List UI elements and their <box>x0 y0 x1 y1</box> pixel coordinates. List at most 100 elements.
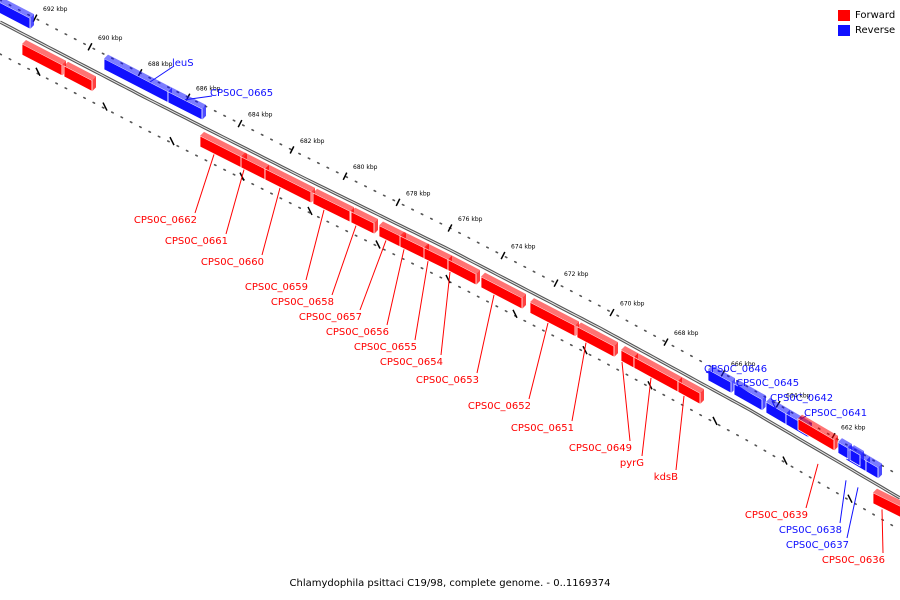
gene-box-top <box>734 379 766 400</box>
tick-label: 674 kbp <box>511 244 536 251</box>
legend-reverse: Reverse <box>838 23 895 38</box>
gene-label: CPS0C_0654 <box>380 357 443 368</box>
gene-label: CPS0C_0665 <box>210 88 273 99</box>
inner-tick-mark <box>102 102 108 111</box>
gene-box-top <box>168 87 206 109</box>
gene-label-leader <box>839 480 847 524</box>
gene-label: CPS0C_0661 <box>165 236 228 247</box>
legend-reverse-label: Reverse <box>855 25 896 36</box>
gene-label-leader <box>476 294 495 374</box>
gene-label: CPS0C_0656 <box>326 327 389 338</box>
gene-label-leader <box>261 187 281 256</box>
gene-label-leader <box>528 322 549 400</box>
gene-box-top <box>22 39 66 65</box>
tick-mark <box>237 119 243 128</box>
gene-box <box>865 459 879 480</box>
gene-box-top <box>104 54 172 92</box>
gene-label: CPS0C_0649 <box>569 443 632 454</box>
gene-label: CPS0C_0641 <box>804 408 867 419</box>
gene-label-leader <box>386 249 405 326</box>
gene-label: CPS0C_0637 <box>786 540 849 551</box>
gene-label: CPS0C_0652 <box>468 401 531 412</box>
gene-label-leader <box>305 209 325 281</box>
gene-box-top <box>621 345 638 358</box>
inner-tick-mark <box>375 240 381 249</box>
gene-box-top <box>866 456 882 468</box>
inner-tick-mark <box>712 416 718 426</box>
inner-tick-mark <box>35 67 41 77</box>
tick-label: 666 kbp <box>731 361 756 368</box>
gene-label-leader <box>846 487 859 539</box>
gene-label-leader <box>414 261 429 341</box>
tick-label: 680 kbp <box>353 164 378 171</box>
gene-label: CPS0C_0660 <box>201 257 264 268</box>
gene-box-top <box>379 221 406 237</box>
gene-label: CPS0C_0645 <box>736 378 799 389</box>
tick-label: 686 kbp <box>196 85 221 92</box>
gene-label: CPS0C_0639 <box>745 510 808 521</box>
gene-label: CPS0C_0636 <box>822 555 885 566</box>
gene-box-top <box>577 322 618 347</box>
tick-label: 684 kbp <box>248 112 273 119</box>
genome-backbone-highlight <box>0 21 900 499</box>
gene-label-leader <box>621 361 631 442</box>
gene-box-top <box>265 164 315 192</box>
tick-mark <box>395 198 401 207</box>
tick-mark <box>609 308 615 317</box>
gene-box-top <box>313 188 354 212</box>
genome-caption: Chlamydophila psittaci C19/98, complete … <box>289 578 611 589</box>
gene-label: pyrG <box>620 458 644 469</box>
gene-label: CPS0C_0638 <box>779 525 842 536</box>
gene-label-leader <box>225 169 245 235</box>
forward-swatch <box>838 10 850 21</box>
gene-label-leader <box>359 240 387 311</box>
gene-label: CPS0C_0642 <box>770 393 833 404</box>
gene-box-top <box>200 131 247 158</box>
inner-tick-mark <box>512 309 518 319</box>
gene-label-leader <box>675 395 685 471</box>
tick-label: 682 kbp <box>300 138 325 145</box>
gene-label: CPS0C_0662 <box>134 215 197 226</box>
tick-label: 688 kbp <box>148 61 173 68</box>
legend-forward-label: Forward <box>855 10 896 21</box>
tick-label: 676 kbp <box>458 216 483 223</box>
reverse-swatch <box>838 25 850 36</box>
tick-mark <box>87 42 93 51</box>
gene-box-top <box>634 353 682 382</box>
gene-box-top <box>0 0 34 19</box>
gene-box-top <box>873 488 900 507</box>
gene-box <box>707 368 732 394</box>
gene-label-leader <box>331 225 357 296</box>
gene-label: CPS0C_0653 <box>416 375 479 386</box>
gene-box <box>480 275 523 310</box>
gene-box-top <box>708 365 735 383</box>
gene-box-top <box>448 255 480 275</box>
gene-box-top <box>400 231 429 249</box>
gene-label: CPS0C_0646 <box>704 364 767 375</box>
tick-label: 668 kbp <box>674 330 699 337</box>
gene-label: CPS0C_0659 <box>245 282 308 293</box>
gene-box-top <box>64 61 96 81</box>
gene-box-top <box>850 445 864 456</box>
gene-label: CPS0C_0651 <box>511 423 574 434</box>
inner-tick-mark <box>307 206 313 216</box>
gene-label: kdsB <box>654 472 678 483</box>
gene-box <box>872 492 900 518</box>
gene-box-top <box>481 272 526 298</box>
tick-mark <box>553 279 559 288</box>
gene-box <box>264 168 312 204</box>
tick-label: 672 kbp <box>564 271 589 278</box>
gene-box-top <box>838 438 852 448</box>
tick-label: 678 kbp <box>406 190 431 197</box>
gene-label-leader <box>881 509 884 554</box>
gene-label-leader <box>805 463 819 509</box>
inner-tick-mark <box>782 456 788 465</box>
gene-label-leader <box>440 271 451 356</box>
gene-label: CPS0C_0655 <box>354 342 417 353</box>
inner-tick-mark <box>847 494 853 504</box>
gene-label-leader <box>571 342 587 422</box>
gene-box-top <box>241 152 269 169</box>
gene-box <box>447 258 477 286</box>
gene-label: CPS0C_0658 <box>271 297 334 308</box>
